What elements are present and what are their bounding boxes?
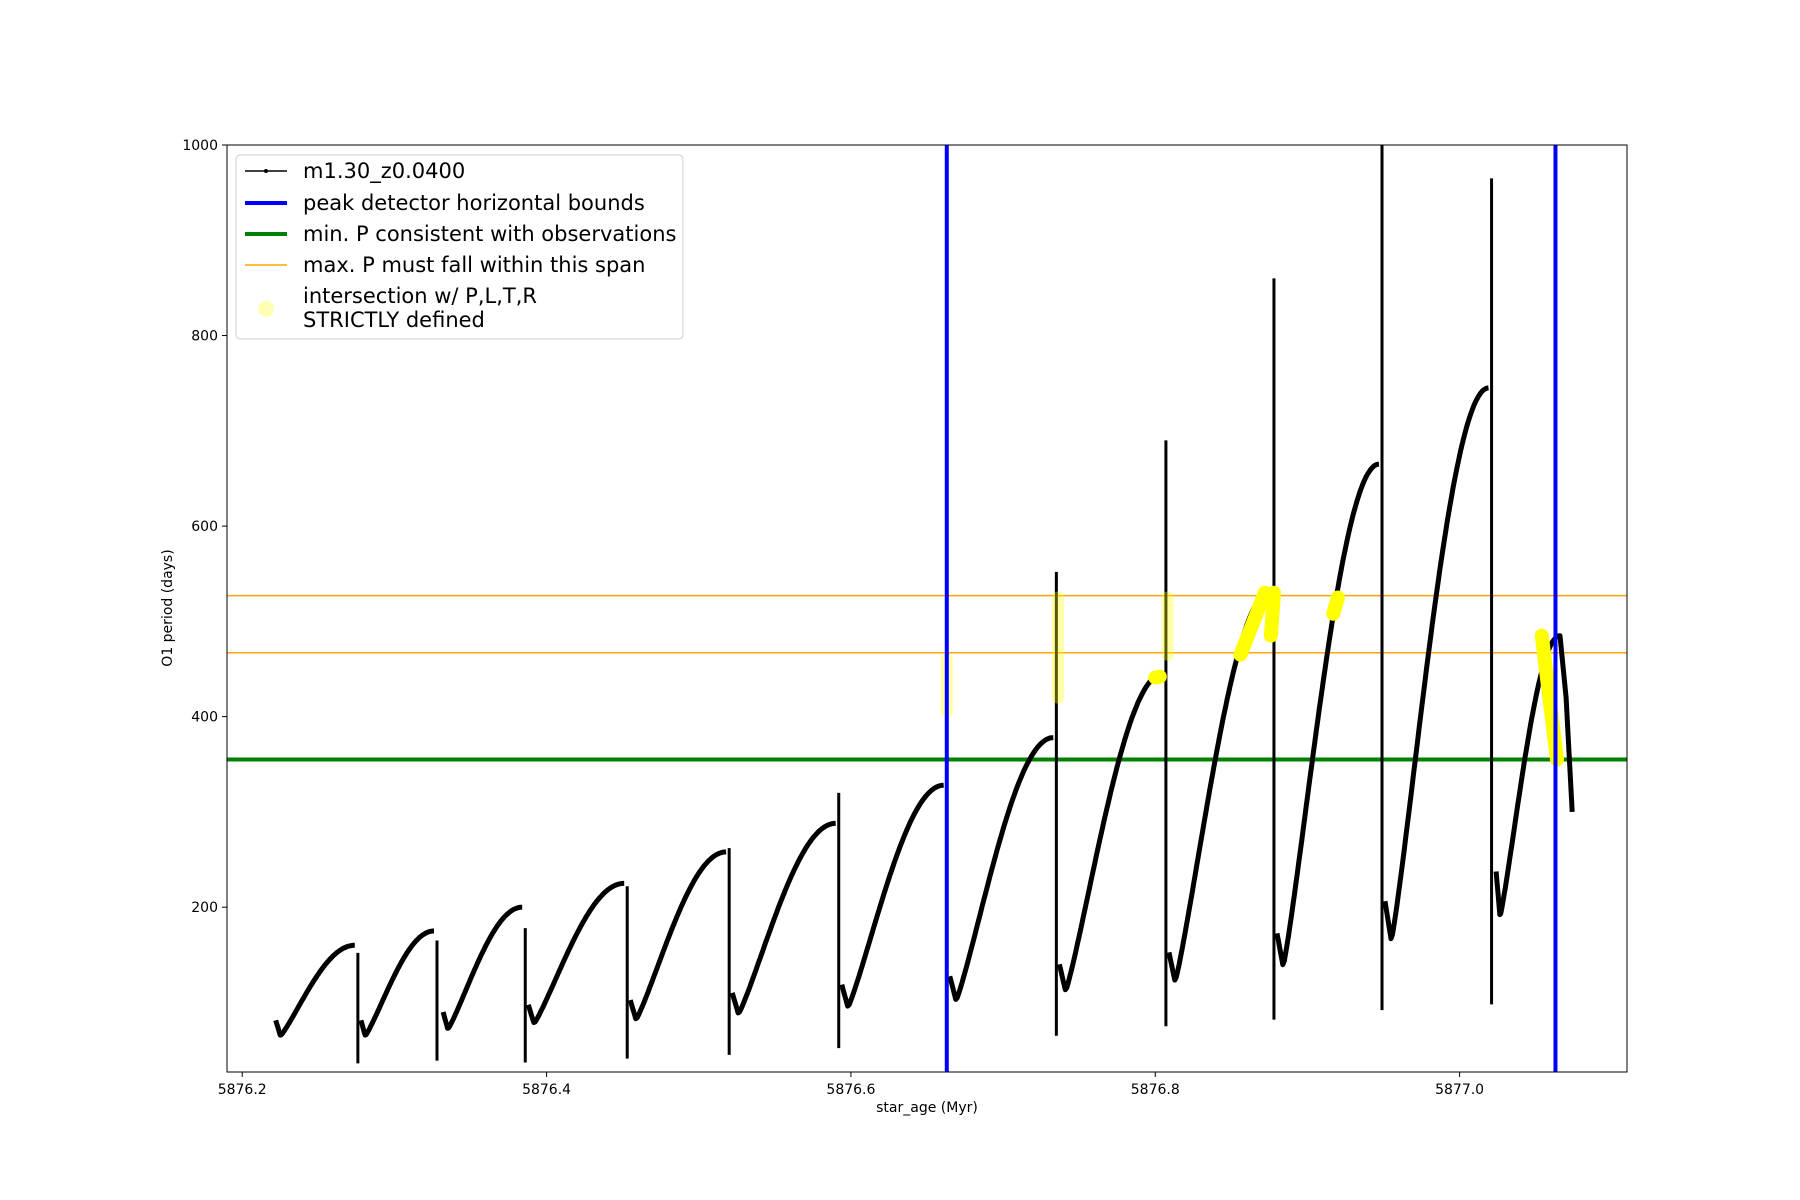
- y-tick-label: 1000: [182, 138, 218, 154]
- intersection-marker-3: [1148, 669, 1167, 685]
- y-axis-label: O1 period (days): [160, 549, 176, 666]
- legend-entry-peak-bounds: peak detector horizontal bounds: [245, 191, 645, 215]
- series-cycle-0: [273, 942, 357, 1038]
- x-tick-label: 5876.8: [1131, 1082, 1180, 1098]
- plot-area: [227, 145, 1627, 1072]
- legend-label-min-p: min. P consistent with observations: [303, 222, 676, 246]
- legend-label-series: m1.30_z0.0400: [303, 159, 465, 184]
- legend-box: [235, 154, 684, 340]
- x-axis-label: star_age (Myr): [876, 1100, 978, 1116]
- intersection-marker-6: [1326, 590, 1345, 621]
- x-tick-label: 5876.4: [522, 1082, 571, 1098]
- plot-frame: [226, 144, 1628, 1073]
- series-cycle-3: [525, 880, 626, 1025]
- series-cycle-11: [1382, 385, 1490, 942]
- intersection-marker-4: [1233, 585, 1272, 662]
- legend-label-intersection: intersection w/ P,L,T,R STRICTLY defined: [303, 284, 544, 332]
- series-cycle-1: [358, 928, 436, 1038]
- legend-entry-max-p: max. P must fall within this span: [245, 253, 645, 277]
- legend: m1.30_z0.0400 peak detector horizontal b…: [235, 154, 684, 340]
- series-cycle-7: [947, 735, 1055, 1002]
- series-cycle-4: [627, 849, 728, 1022]
- series-cycle-12: [1493, 633, 1575, 918]
- legend-label-max-p: max. P must fall within this span: [303, 253, 645, 277]
- series-cycle-2: [440, 904, 524, 1031]
- legend-entry-series: m1.30_z0.0400: [245, 159, 465, 184]
- series-cycle-6: [839, 782, 945, 1009]
- legend-label-intersection-line1: intersection w/ P,L,T,R: [303, 284, 537, 308]
- y-tick-label: 800: [191, 329, 218, 345]
- x-tick-label: 5876.2: [218, 1082, 267, 1098]
- series-cycle-10: [1274, 461, 1380, 968]
- series-cycle-5: [729, 820, 837, 1016]
- legend-label-intersection-line2: STRICTLY defined: [303, 308, 485, 332]
- y-tick-label: 600: [191, 519, 218, 535]
- legend-label-peak-bounds: peak detector horizontal bounds: [303, 191, 645, 215]
- series-cycle-8: [1056, 671, 1164, 993]
- x-tick-label: 5877.0: [1435, 1082, 1484, 1098]
- x-axis: 5876.2 5876.4 5876.6 5876.8 5877.0: [218, 1072, 1484, 1098]
- legend-entry-min-p: min. P consistent with observations: [245, 222, 676, 246]
- legend-entry-intersection: intersection w/ P,L,T,R STRICTLY defined: [258, 284, 544, 332]
- y-tick-label: 200: [191, 900, 218, 916]
- y-tick-label: 400: [191, 710, 218, 726]
- x-tick-label: 5876.6: [826, 1082, 875, 1098]
- intersection-marker-5: [1263, 585, 1281, 643]
- y-axis: 200 400 600 800 1000: [182, 138, 227, 916]
